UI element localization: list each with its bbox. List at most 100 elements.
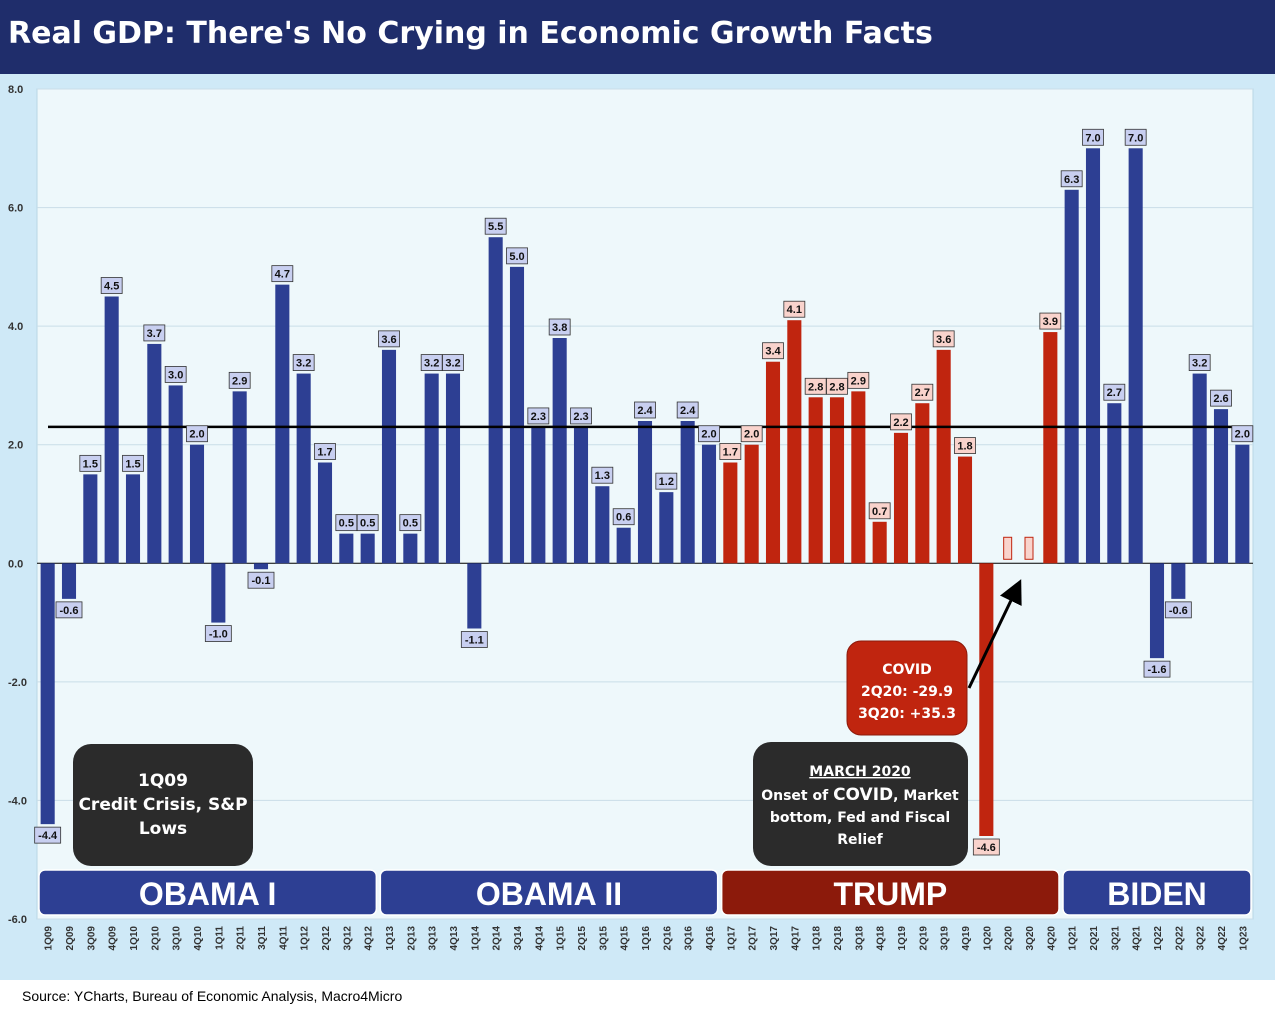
bar-4Q11 — [275, 284, 290, 564]
x-tick-label: 4Q13 — [449, 926, 460, 951]
data-label-box — [506, 247, 528, 265]
data-label-box — [1143, 660, 1171, 678]
data-label-text: 0.5 — [339, 518, 354, 530]
data-label-text: 1.2 — [659, 476, 674, 488]
data-label-text: 0.5 — [360, 518, 375, 530]
data-label-text: 0.6 — [616, 512, 631, 524]
data-label-3Q09: 1.5 — [79, 454, 102, 472]
data-label-text: 3.6 — [381, 334, 396, 346]
data-label-text: 2.3 — [573, 411, 588, 423]
data-label-box — [186, 425, 208, 443]
data-label-text: -0.6 — [60, 605, 79, 617]
data-label-box — [1231, 425, 1254, 443]
data-label-3Q11: -0.1 — [247, 571, 275, 589]
x-tick-label: 2Q21 — [1089, 926, 1100, 951]
data-label-1Q13: 3.6 — [378, 330, 400, 348]
data-label-text: 2.0 — [189, 429, 204, 441]
x-tick-label: 1Q10 — [129, 926, 140, 951]
data-label-1Q11: -1.0 — [204, 625, 232, 642]
data-label-box — [911, 383, 934, 401]
data-label-3Q10: 3.0 — [164, 366, 187, 383]
bar-1Q19 — [893, 432, 909, 564]
data-label-text: 1.7 — [317, 447, 332, 459]
data-label-3Q12: 0.5 — [335, 514, 358, 532]
data-label-box — [972, 838, 1000, 856]
bar-3Q12 — [339, 533, 354, 564]
bar-2Q17 — [744, 444, 759, 564]
data-label-text: -0.1 — [252, 575, 271, 587]
bar-4Q17 — [787, 320, 802, 564]
data-label-4Q13: 3.2 — [442, 354, 464, 371]
x-tick-label: 2Q11 — [236, 926, 247, 950]
x-tick-label: 1Q19 — [897, 926, 908, 951]
data-label-4Q14: 2.3 — [527, 407, 550, 425]
data-label-box — [1060, 170, 1083, 188]
bar-2Q12 — [317, 462, 333, 564]
data-label-1Q15: 3.8 — [548, 318, 571, 336]
data-label-box — [356, 514, 379, 532]
bar-3Q16 — [680, 421, 695, 564]
x-tick-label: 3Q21 — [1110, 926, 1121, 951]
march-2020-line1: Onset of COVID, Market — [761, 785, 959, 805]
bar-2Q15 — [573, 426, 589, 564]
bar-1Q15 — [552, 338, 567, 564]
data-label-3Q21: 2.7 — [1103, 383, 1126, 401]
data-label-2Q11: 2.9 — [228, 371, 251, 389]
bar-1Q20 — [979, 563, 994, 836]
data-label-4Q09: 4.5 — [100, 277, 123, 294]
data-label-text: 4.5 — [104, 281, 119, 293]
y-tick-label: -4.0 — [8, 795, 27, 807]
title-bar: Real GDP: There's No Crying in Economic … — [0, 0, 1275, 74]
data-label-box — [228, 371, 251, 389]
data-label-text: 4.1 — [787, 304, 802, 316]
x-tick-label: 2Q18 — [833, 926, 844, 951]
data-label-2Q17: 2.0 — [740, 425, 763, 443]
data-label-text: 3.0 — [168, 369, 183, 381]
y-tick-label: 2.0 — [8, 440, 23, 452]
x-tick-label: 1Q20 — [982, 926, 993, 951]
era-label: BIDEN — [1107, 876, 1207, 912]
data-label-text: 4.7 — [275, 269, 290, 281]
x-tick-label: 2Q10 — [150, 926, 161, 951]
x-tick-label: 2Q13 — [406, 926, 417, 951]
data-label-box — [399, 514, 422, 532]
x-tick-label: 3Q17 — [769, 926, 780, 951]
x-tick-label: 2Q20 — [1004, 926, 1015, 951]
data-label-text: 3.2 — [296, 358, 311, 370]
x-tick-label: 4Q11 — [278, 926, 289, 950]
bar-1Q11 — [211, 563, 226, 623]
y-tick-label: 0.0 — [8, 558, 23, 570]
x-tick-label: 1Q16 — [641, 926, 652, 951]
data-label-text: 3.7 — [147, 328, 162, 340]
data-label-2Q21: 7.0 — [1082, 128, 1104, 146]
data-label-text: 2.4 — [637, 405, 653, 417]
era-band — [1062, 869, 1252, 916]
data-label-text: 6.3 — [1064, 174, 1079, 186]
data-label-text: -4.6 — [977, 842, 996, 854]
data-label-text: 3.6 — [936, 334, 951, 346]
x-tick-label: 3Q19 — [940, 926, 951, 951]
x-tick-label: 1Q09 — [44, 926, 55, 951]
bar-4Q16 — [701, 444, 717, 564]
y-tick-label: 8.0 — [8, 84, 23, 96]
data-label-box — [698, 425, 720, 443]
data-label-text: 2.9 — [851, 375, 866, 387]
data-label-text: -0.6 — [1169, 605, 1188, 617]
bar-1Q16 — [637, 421, 653, 564]
data-label-3Q17: 3.4 — [762, 342, 784, 360]
era-label: TRUMP — [833, 876, 947, 912]
era-trump: TRUMP — [720, 869, 1060, 916]
data-label-2Q14: 5.5 — [484, 217, 507, 235]
data-label-text: 2.8 — [829, 381, 844, 393]
bar-3Q22 — [1192, 373, 1207, 564]
data-label-4Q11: 4.7 — [271, 265, 294, 283]
data-label-4Q16: 2.0 — [698, 425, 720, 443]
data-label-4Q10: 2.0 — [186, 425, 208, 443]
data-label-text: 3.2 — [445, 358, 460, 370]
bar-2Q22 — [1171, 563, 1186, 599]
data-label-text: 7.0 — [1128, 132, 1143, 144]
data-label-4Q15: 0.6 — [612, 508, 635, 526]
data-label-3Q14: 5.0 — [506, 247, 528, 265]
x-tick-label: 1Q15 — [556, 926, 567, 951]
bar-2Q09 — [61, 563, 77, 599]
